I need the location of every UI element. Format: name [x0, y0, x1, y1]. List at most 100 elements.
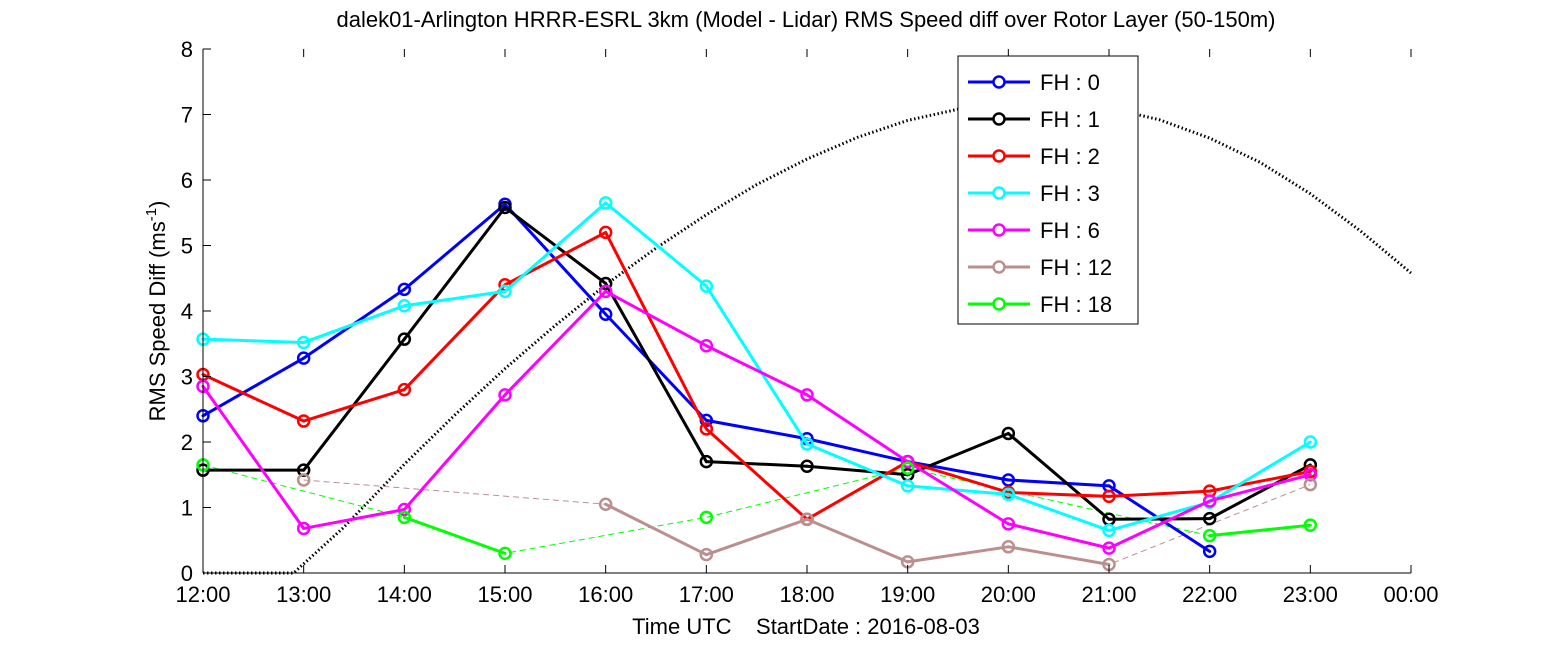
series-segment: [805, 437, 910, 464]
series-point: [598, 284, 613, 299]
y-tick-label: 0: [181, 561, 193, 586]
series-point: [1303, 435, 1318, 449]
series-segment: [604, 230, 708, 431]
series-segment: [1208, 473, 1312, 503]
series-point: [296, 351, 311, 365]
series-segment: [302, 507, 406, 530]
series-point: [498, 284, 512, 299]
y-tick-label: 6: [181, 168, 193, 193]
legend-marker: [992, 186, 1006, 200]
series-5: [296, 473, 1318, 572]
x-tick-label: 17:00: [679, 582, 734, 607]
series-segment: [402, 515, 507, 555]
series-point: [498, 388, 512, 402]
x-tick-label: 16:00: [578, 582, 633, 607]
y-axis-label-main: RMS Speed Diff (ms: [145, 221, 170, 421]
chart-title: dalek01-Arlington HRRR-ESRL 3km (Model -…: [336, 7, 1275, 32]
series-point: [699, 547, 714, 562]
series-segment: [1006, 431, 1111, 521]
series-point: [1303, 518, 1318, 532]
series-segment: [906, 545, 1010, 564]
series-segment: [503, 201, 608, 293]
series-3: [196, 196, 1318, 538]
series-segment: [906, 484, 1010, 496]
series-segment: [302, 304, 406, 344]
y-tick-label: 7: [181, 103, 193, 128]
y-tick-label: 8: [181, 37, 193, 62]
series-point: [1202, 494, 1217, 508]
legend-marker: [992, 112, 1006, 126]
series-segment: [704, 517, 809, 557]
series-point: [699, 338, 714, 353]
series-segment: [704, 284, 809, 446]
series-point: [598, 196, 613, 210]
y-axis-label: RMS Speed Diff (ms-1): [143, 201, 170, 422]
series-segment: [906, 460, 1010, 526]
series-point: [1202, 544, 1217, 559]
series-point: [598, 497, 613, 511]
series-segment: [1208, 469, 1312, 493]
series-segment: [201, 373, 306, 423]
series-point: [699, 510, 714, 525]
y-ticks: 0 1 2 3 4 5 6 7 8: [181, 37, 211, 586]
y-tick-label: 2: [181, 430, 193, 455]
series-segment: [402, 283, 507, 392]
series-segment: [704, 460, 809, 468]
series-point: [1001, 487, 1016, 502]
series-segment: [1006, 490, 1111, 498]
series-point: [800, 459, 814, 473]
series-point: [397, 299, 412, 313]
x-tick-label: 19:00: [880, 582, 935, 607]
series-point: [1102, 489, 1116, 504]
x-tick-label: 20:00: [981, 582, 1036, 607]
series-point: [397, 382, 412, 397]
series-segment: [604, 502, 708, 557]
series-segment: [805, 464, 910, 477]
x-ticks: 12:00 13:00 14:00 15:00 16:00 17:00 18:00 19:00…: [175, 49, 1439, 607]
legend: FH : 0 FH : 1 FH : 2 FH : 3 FH : 6 FH : 12 FH …: [957, 55, 1139, 325]
series-segment: [805, 517, 910, 564]
series-point: [397, 502, 412, 517]
legend-entry: FH : 6: [1040, 218, 1100, 243]
y-tick-label: 3: [181, 365, 193, 390]
x-tick-label: 13:00: [276, 582, 331, 607]
series-point: [1202, 511, 1217, 526]
series-point: [1001, 517, 1016, 531]
series-segment: [604, 312, 708, 422]
x-tick-label: 12:00: [175, 582, 230, 607]
series-point: [800, 512, 814, 527]
series-4: [196, 284, 1318, 555]
legend-marker: [992, 75, 1006, 89]
series-point: [397, 332, 412, 346]
series-segment: [604, 289, 708, 348]
series-point: [397, 282, 412, 297]
legend-marker: [992, 223, 1006, 237]
y-tick-label: 4: [181, 299, 193, 324]
series-segment: [402, 289, 507, 308]
series-point: [800, 388, 814, 402]
series-point: [1303, 477, 1318, 492]
series-point: [598, 276, 613, 291]
series-point: [1102, 541, 1116, 555]
series-segment: [906, 460, 1010, 494]
series-point: [1102, 523, 1116, 538]
series-segment: [805, 442, 910, 488]
series-segment: [201, 384, 306, 530]
series-segment: [503, 289, 608, 397]
legend-entry: FH : 0: [1040, 70, 1100, 95]
series-segment: [906, 460, 1010, 482]
series-segment: [1208, 523, 1312, 538]
legend-entry: FH : 2: [1040, 144, 1100, 169]
legend-marker: [992, 260, 1006, 274]
series-segment: [805, 460, 910, 521]
series-segment: [402, 206, 507, 341]
series-segment: [1208, 440, 1312, 504]
series-segment: [1107, 500, 1212, 532]
series-point: [699, 279, 714, 293]
series-point: [800, 437, 814, 451]
x-tick-label: 21:00: [1081, 582, 1136, 607]
series-segment: [604, 281, 708, 464]
legend-entry: FH : 18: [1040, 292, 1112, 317]
series-point: [900, 461, 915, 475]
